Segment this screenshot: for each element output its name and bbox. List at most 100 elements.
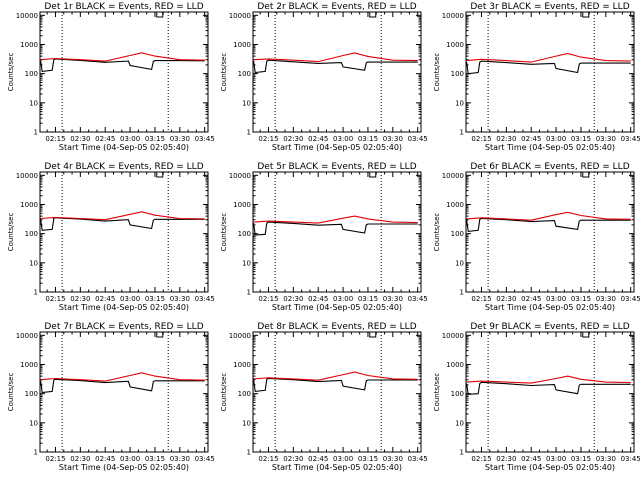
x-tick-label: 03:30 (596, 295, 616, 303)
y-tick-label: 10000 (16, 172, 38, 180)
x-axis-label: Start Time (04-Sep-05 02:05:40) (485, 303, 615, 312)
chart-panel-7: Det 7r BLACK = Events, RED = LLD 1 10 100 10… (7, 322, 215, 472)
y-tick-label: 10 (29, 99, 38, 107)
y-tick-label: 1 (34, 449, 38, 457)
series-line-events (253, 221, 418, 236)
plot-frame (39, 11, 209, 133)
y-tick-label: 1000 (233, 361, 251, 369)
x-tick-label: 03:15 (358, 455, 378, 463)
y-axis-label: Counts/sec (220, 53, 228, 92)
chart-panel-2: Det 2r BLACK = Events, RED = LLD 1 10 100 10… (220, 2, 428, 152)
x-tick-label: 03:00 (120, 455, 140, 463)
y-tick-label: 1000 (446, 361, 464, 369)
x-tick-label: 03:45 (195, 135, 215, 143)
plot-frame (252, 171, 422, 293)
x-tick-label: 02:30 (70, 455, 90, 463)
y-tick-label: 1 (34, 289, 38, 297)
chart-panel-4: Det 4r BLACK = Events, RED = LLD 1 10 100 10… (7, 162, 215, 312)
y-tick-label: 100 (25, 390, 38, 398)
y-tick-label: 1 (247, 129, 251, 137)
series-line-lld (253, 52, 418, 63)
y-tick-label: 10 (455, 99, 464, 107)
state-marker (369, 331, 377, 338)
chart-title: Det 8r BLACK = Events, RED = LLD (257, 322, 416, 332)
chart-title: Det 2r BLACK = Events, RED = LLD (257, 2, 416, 12)
chart-panel-6: Det 6r BLACK = Events, RED = LLD 1 10 100 10… (433, 162, 640, 312)
x-tick-label: 03:15 (571, 135, 591, 143)
x-tick-label: 03:45 (195, 455, 215, 463)
x-tick-label: 03:15 (145, 295, 165, 303)
y-axis-label: Counts/sec (433, 373, 441, 412)
x-tick-label: 03:00 (333, 455, 353, 463)
x-tick-label: 03:00 (546, 295, 566, 303)
y-tick-label: 1000 (20, 361, 38, 369)
x-tick-label: 03:30 (596, 135, 616, 143)
x-tick-label: 02:45 (95, 295, 115, 303)
series-line-events (40, 378, 205, 394)
x-tick-label: 02:45 (95, 455, 115, 463)
chart-title: Det 6r BLACK = Events, RED = LLD (470, 162, 629, 172)
x-tick-label: 03:45 (621, 135, 640, 143)
x-tick-label: 02:45 (95, 135, 115, 143)
x-tick-label: 02:15 (45, 295, 65, 303)
state-marker (582, 11, 590, 18)
series-line-events (466, 217, 631, 233)
y-tick-label: 100 (25, 230, 38, 238)
x-tick-label: 02:15 (471, 455, 491, 463)
x-axis-label: Start Time (04-Sep-05 02:05:40) (272, 303, 402, 312)
x-tick-label: 02:30 (283, 455, 303, 463)
x-tick-label: 02:30 (496, 295, 516, 303)
x-tick-label: 02:15 (45, 135, 65, 143)
y-tick-label: 100 (451, 70, 464, 78)
plot-frame (465, 331, 635, 453)
series-line-lld (466, 211, 631, 221)
x-axis-label: Start Time (04-Sep-05 02:05:40) (272, 143, 402, 152)
y-tick-label: 10 (242, 99, 251, 107)
series-line-events (466, 60, 631, 75)
x-tick-label: 02:30 (496, 135, 516, 143)
chart-title: Det 9r BLACK = Events, RED = LLD (470, 322, 629, 332)
chart-title: Det 7r BLACK = Events, RED = LLD (44, 322, 203, 332)
plot-frame (465, 11, 635, 133)
x-axis-label: Start Time (04-Sep-05 02:05:40) (59, 303, 189, 312)
y-axis-label: Counts/sec (433, 213, 441, 252)
chart-panel-9: Det 9r BLACK = Events, RED = LLD 1 10 100 10… (433, 322, 640, 472)
x-tick-label: 03:15 (145, 455, 165, 463)
x-tick-label: 02:30 (70, 295, 90, 303)
x-tick-label: 02:30 (283, 295, 303, 303)
state-marker (156, 331, 164, 338)
chart-panel-1: Det 1r BLACK = Events, RED = LLD 1 10 100 10… (7, 2, 215, 152)
x-tick-label: 03:00 (120, 135, 140, 143)
y-tick-label: 10 (455, 419, 464, 427)
plot-frame (39, 331, 209, 453)
y-tick-label: 1000 (20, 41, 38, 49)
y-tick-label: 1 (34, 129, 38, 137)
y-tick-label: 100 (25, 70, 38, 78)
series-line-lld (40, 52, 205, 62)
x-axis-label: Start Time (04-Sep-05 02:05:40) (272, 463, 402, 472)
y-tick-label: 100 (238, 230, 251, 238)
y-axis-label: Counts/sec (220, 213, 228, 252)
series-line-lld (253, 371, 418, 381)
x-tick-label: 02:45 (521, 135, 541, 143)
chart-panel-3: Det 3r BLACK = Events, RED = LLD 1 10 100 10… (433, 2, 640, 152)
y-tick-label: 100 (238, 70, 251, 78)
series-line-events (466, 381, 631, 395)
x-tick-label: 03:30 (596, 455, 616, 463)
series-line-events (253, 377, 418, 393)
y-tick-label: 100 (238, 390, 251, 398)
state-marker (369, 171, 377, 178)
x-tick-label: 03:30 (383, 455, 403, 463)
x-tick-label: 02:45 (521, 455, 541, 463)
x-tick-label: 03:15 (571, 295, 591, 303)
y-axis-label: Counts/sec (433, 53, 441, 92)
series-line-lld (40, 211, 205, 221)
x-tick-label: 03:15 (358, 135, 378, 143)
state-marker (582, 171, 590, 178)
x-tick-label: 02:45 (308, 455, 328, 463)
chart-title: Det 1r BLACK = Events, RED = LLD (44, 2, 203, 12)
x-tick-label: 03:45 (621, 295, 640, 303)
x-tick-label: 03:00 (120, 295, 140, 303)
x-tick-label: 02:45 (308, 295, 328, 303)
